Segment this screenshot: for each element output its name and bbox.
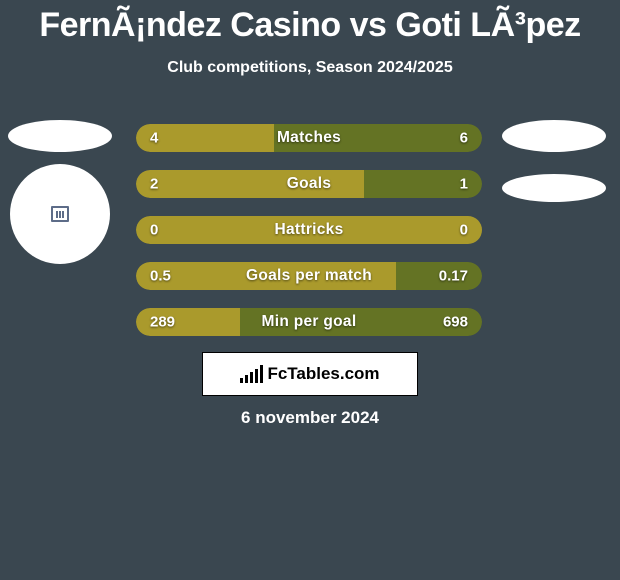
stat-row: Matches 4 6 xyxy=(136,124,482,152)
stat-row: Goals per match 0.5 0.17 xyxy=(136,262,482,290)
stat-row: Min per goal 289 698 xyxy=(136,308,482,336)
stat-label: Goals xyxy=(287,175,332,193)
stat-right-value: 0.17 xyxy=(439,268,468,285)
stat-right-value: 0 xyxy=(460,222,468,239)
stat-label: Matches xyxy=(277,129,341,147)
comparison-bars: Matches 4 6 Goals 2 1 Hattricks 0 0 Goals per mat… xyxy=(136,124,482,354)
page-title: FernÃ¡ndez Casino vs Goti LÃ³pez xyxy=(0,0,620,45)
right-ellipse-shape-2 xyxy=(502,174,606,202)
stat-left-value: 0.5 xyxy=(150,268,171,285)
stat-right-value: 1 xyxy=(460,176,468,193)
placeholder-icon xyxy=(51,206,69,222)
stat-label: Goals per match xyxy=(246,267,372,285)
stat-label: Min per goal xyxy=(262,313,357,331)
bars-icon xyxy=(240,365,263,383)
page-subtitle: Club competitions, Season 2024/2025 xyxy=(0,59,620,77)
right-badges xyxy=(502,120,612,220)
left-disc xyxy=(10,164,110,264)
stat-left-value: 4 xyxy=(150,130,158,147)
left-badges xyxy=(8,120,118,264)
left-ellipse-shape xyxy=(8,120,112,152)
brand-box: FcTables.com xyxy=(202,352,418,396)
brand-text: FcTables.com xyxy=(267,364,379,384)
right-ellipse-shape-1 xyxy=(502,120,606,152)
stat-left-value: 0 xyxy=(150,222,158,239)
footer-date: 6 november 2024 xyxy=(241,408,379,428)
stat-right-value: 698 xyxy=(443,314,468,331)
stat-label: Hattricks xyxy=(274,221,343,239)
stat-row: Goals 2 1 xyxy=(136,170,482,198)
stat-left-value: 2 xyxy=(150,176,158,193)
stat-row: Hattricks 0 0 xyxy=(136,216,482,244)
stat-right-value: 6 xyxy=(460,130,468,147)
stat-left-value: 289 xyxy=(150,314,175,331)
